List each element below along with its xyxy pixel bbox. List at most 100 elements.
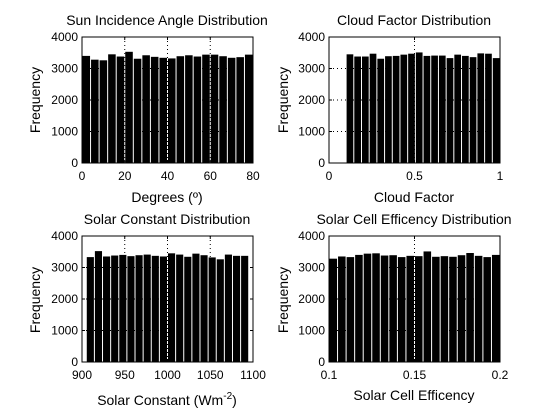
chart-title: Cloud Factor Distribution [337, 12, 491, 28]
histogram-bar [200, 255, 207, 362]
x-axis-label: Degrees (º) [131, 189, 202, 205]
y-tick-label: 1000 [51, 125, 78, 139]
histogram-bar [142, 55, 150, 163]
histogram-bar [91, 60, 99, 163]
histogram-bar [493, 58, 500, 163]
chart-title: Solar Cell Efficency Distribution [316, 211, 511, 227]
y-tick-label: 1000 [298, 324, 325, 338]
histogram-bar [211, 55, 219, 163]
panel-solar-constant: Solar Constant Distribution Frequency So… [27, 211, 266, 408]
histogram-bar [152, 256, 159, 362]
histogram-bar [117, 57, 125, 163]
histogram-bar [209, 257, 216, 362]
histogram-bar [233, 256, 240, 362]
histogram-bar [151, 57, 159, 163]
histogram-bar [225, 255, 232, 362]
histogram-bar [330, 259, 338, 362]
x-tick-label: 1100 [240, 368, 266, 382]
y-tick-label: 3000 [51, 62, 78, 76]
histogram-bar [406, 256, 414, 362]
histogram-bar [370, 54, 377, 163]
histogram-bar [119, 255, 126, 362]
x-axis-label: Solar Constant (Wm-2) [97, 391, 237, 408]
histogram-bar [485, 54, 492, 163]
x-tick-label: 0 [79, 169, 86, 183]
y-tick-label: 2000 [51, 93, 78, 107]
histogram-bar [217, 259, 224, 362]
histogram-bar [202, 55, 210, 163]
histogram-bar [168, 58, 176, 163]
histogram-bar [111, 256, 118, 362]
histogram-bar [125, 52, 133, 163]
y-tick-label: 0 [318, 355, 325, 369]
x-tick-label: 950 [115, 368, 135, 382]
histogram-bar [385, 56, 392, 163]
y-tick-label: 2000 [51, 292, 78, 306]
x-axis-label: Cloud Factor [374, 189, 454, 205]
histogram-bar [176, 255, 183, 362]
y-tick-label: 0 [71, 355, 78, 369]
histogram-bar [127, 256, 134, 362]
histogram-bar [458, 255, 466, 362]
histogram-bar [95, 251, 102, 362]
y-axis-label: Frequency [275, 67, 291, 133]
histogram-bar [462, 56, 469, 163]
histogram-bar [194, 57, 202, 163]
histogram-bar [108, 54, 116, 163]
histogram-bar [466, 253, 474, 362]
y-tick-label: 0 [318, 156, 325, 170]
histogram-bar [236, 57, 244, 163]
histogram-bar [475, 256, 483, 362]
y-tick-label: 3000 [51, 261, 78, 275]
x-axis-label: Solar Cell Efficency [353, 387, 474, 403]
histogram-bar [192, 254, 199, 362]
x-axis-label-end: ) [232, 392, 237, 408]
y-tick-label: 4000 [298, 229, 325, 243]
histogram-bar [362, 57, 369, 163]
histogram-bar [483, 257, 491, 362]
x-tick-label: 60 [204, 169, 218, 183]
histogram-bar [100, 60, 108, 163]
x-tick-label: 20 [118, 169, 132, 183]
plot-area [329, 236, 500, 362]
histogram-bar [449, 257, 457, 362]
histogram-bar [441, 256, 449, 362]
histogram-bar [245, 55, 253, 163]
panel-cloud-factor: Cloud Factor Distribution Frequency Clou… [275, 12, 504, 205]
histogram-bar [228, 58, 236, 163]
x-tick-label: 0 [326, 169, 333, 183]
histogram-bar [134, 59, 142, 163]
histogram-bar [431, 56, 438, 163]
histogram-bar [470, 57, 477, 163]
histogram-bar [347, 257, 355, 362]
histogram-bar [398, 257, 406, 362]
x-tick-label: 0.1 [321, 368, 338, 382]
histogram-bar [447, 58, 454, 163]
x-tick-label: 1050 [197, 368, 224, 382]
histogram-bar [241, 256, 248, 362]
histogram-bar [393, 56, 400, 163]
histogram-bar [400, 55, 407, 163]
x-tick-label: 0.2 [492, 368, 509, 382]
histogram-bar [354, 57, 361, 163]
chart-title: Solar Constant Distribution [84, 211, 251, 227]
y-tick-label: 1000 [51, 324, 78, 338]
y-tick-label: 4000 [298, 30, 325, 44]
histogram-bar [439, 56, 446, 163]
histogram-bar [355, 255, 363, 362]
y-tick-label: 2000 [298, 93, 325, 107]
histogram-bar [432, 257, 440, 362]
x-tick-label: 900 [72, 368, 92, 382]
histogram-bar [168, 253, 175, 362]
y-axis-label: Frequency [275, 267, 291, 333]
x-tick-label: 1000 [154, 368, 181, 382]
histogram-bar [83, 56, 91, 163]
x-tick-label: 80 [246, 169, 260, 183]
y-tick-label: 4000 [51, 229, 78, 243]
histogram-bar [415, 256, 423, 362]
histogram-bar [364, 254, 372, 362]
chart-title: Sun Incidence Angle Distribution [66, 12, 268, 28]
x-tick-label: 0.5 [406, 169, 423, 183]
histogram-bar [136, 255, 143, 362]
